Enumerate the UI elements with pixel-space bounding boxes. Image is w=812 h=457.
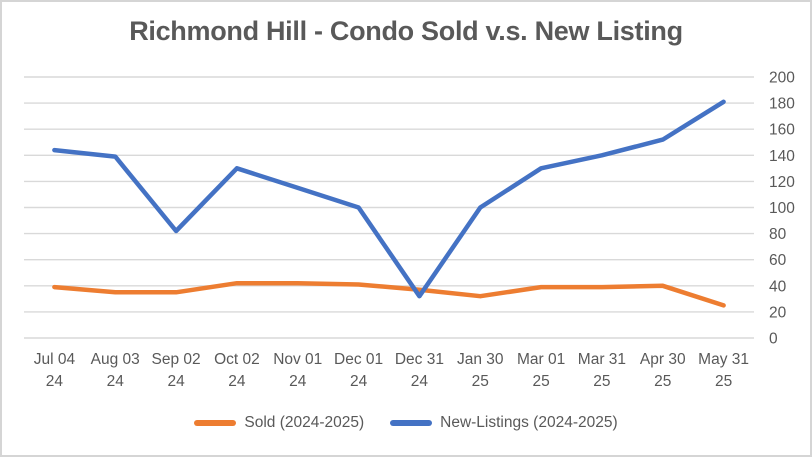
- svg-text:24: 24: [167, 373, 185, 390]
- svg-text:Sep 02: Sep 02: [152, 351, 201, 368]
- svg-text:120: 120: [769, 174, 795, 191]
- svg-text:Mar 01: Mar 01: [517, 351, 565, 368]
- svg-text:24: 24: [107, 373, 125, 390]
- svg-text:40: 40: [769, 278, 787, 295]
- svg-text:60: 60: [769, 252, 787, 269]
- svg-text:25: 25: [715, 373, 732, 390]
- svg-text:20: 20: [769, 304, 787, 321]
- svg-text:100: 100: [769, 200, 795, 217]
- y-axis-labels: 0 20 40 60 80 100 120 140 160 180 200: [769, 70, 795, 348]
- svg-text:24: 24: [289, 373, 307, 390]
- gridlines: [24, 76, 754, 339]
- svg-text:80: 80: [769, 226, 787, 243]
- svg-text:200: 200: [769, 70, 795, 87]
- svg-text:160: 160: [769, 122, 795, 139]
- new-listings-line-swatch-icon: [390, 420, 433, 426]
- svg-text:24: 24: [46, 373, 64, 390]
- svg-text:25: 25: [472, 373, 489, 390]
- svg-text:25: 25: [532, 373, 549, 390]
- svg-text:Dec 01: Dec 01: [334, 351, 383, 368]
- svg-text:24: 24: [228, 373, 246, 390]
- svg-text:Jul 04: Jul 04: [34, 351, 76, 368]
- svg-text:180: 180: [769, 96, 795, 113]
- svg-text:24: 24: [350, 373, 368, 390]
- chart-title: Richmond Hill - Condo Sold v.s. New List…: [129, 16, 683, 46]
- svg-text:25: 25: [593, 373, 610, 390]
- chart-legend: Sold (2024-2025) New-Listings (2024-2025…: [2, 414, 810, 432]
- svg-text:Apr 30: Apr 30: [640, 351, 686, 368]
- new-listings-line: [52, 99, 726, 299]
- legend-label-new-listings: New-Listings (2024-2025): [440, 414, 618, 431]
- sold-line: [52, 280, 726, 308]
- svg-text:Mar 31: Mar 31: [578, 351, 626, 368]
- svg-text:25: 25: [654, 373, 671, 390]
- legend-item-sold: Sold (2024-2025): [194, 414, 364, 432]
- svg-text:24: 24: [411, 373, 429, 390]
- svg-text:Dec 31: Dec 31: [395, 351, 444, 368]
- svg-text:Jan 30: Jan 30: [457, 351, 504, 368]
- sold-line-swatch-icon: [194, 420, 237, 426]
- svg-text:Nov 01: Nov 01: [273, 351, 322, 368]
- legend-item-new-listings: New-Listings (2024-2025): [390, 414, 618, 432]
- svg-text:140: 140: [769, 148, 795, 165]
- legend-label-sold: Sold (2024-2025): [244, 414, 365, 431]
- svg-text:May 31: May 31: [698, 351, 749, 368]
- svg-text:0: 0: [769, 331, 778, 348]
- svg-text:Aug 03: Aug 03: [91, 351, 140, 368]
- x-axis-labels: Jul 04 24 Aug 03 24 Sep 02 24 Oct 02 24 Nov 01 24…: [34, 351, 749, 390]
- svg-text:Oct 02: Oct 02: [214, 351, 260, 368]
